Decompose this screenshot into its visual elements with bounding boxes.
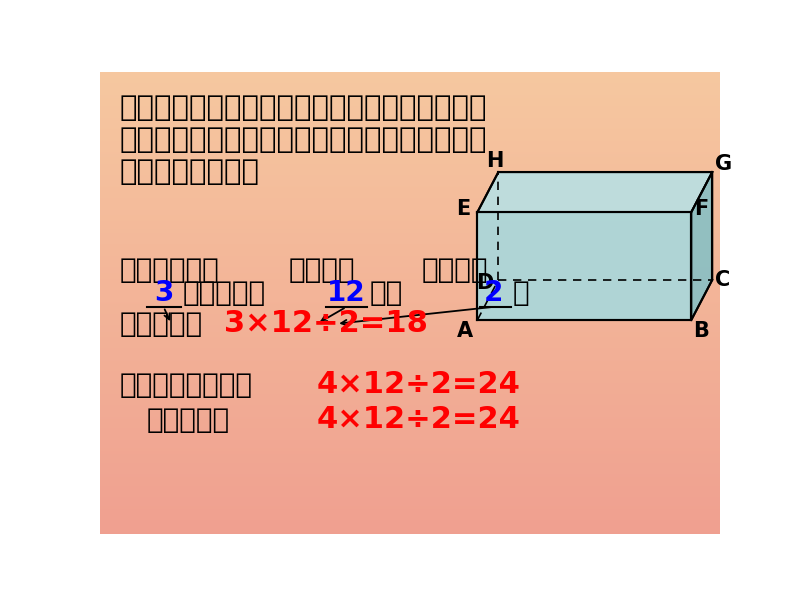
Text: 12: 12: [327, 279, 366, 307]
Text: 次: 次: [513, 279, 530, 307]
Text: 条棱: 条棱: [370, 279, 403, 307]
Text: 条棱平行。: 条棱平行。: [183, 279, 266, 307]
Text: 3: 3: [154, 279, 174, 307]
Text: 多少对异面的棱？: 多少对异面的棱？: [119, 158, 259, 186]
Text: B: B: [693, 321, 709, 341]
Text: 异面的棱有: 异面的棱有: [146, 406, 230, 434]
Text: 长方体共: 长方体共: [288, 256, 355, 284]
Text: 平行的棱：: 平行的棱：: [119, 310, 202, 338]
Text: G: G: [714, 154, 732, 175]
Polygon shape: [691, 172, 712, 320]
Text: A: A: [457, 321, 473, 341]
Text: 4×12÷2=24: 4×12÷2=24: [317, 370, 521, 399]
Text: D: D: [476, 273, 493, 293]
Text: 中，有多少对平行的棱？有多少对相交的棱？有: 中，有多少对平行的棱？有多少对相交的棱？有: [119, 126, 487, 154]
Text: 同理：相交的棱有: 同理：相交的棱有: [119, 371, 252, 399]
Text: 思考题：数一数，在长方体ＡＢＣＤ－ＥＦＧＨ: 思考题：数一数，在长方体ＡＢＣＤ－ＥＦＧＨ: [119, 94, 487, 122]
Text: 4×12÷2=24: 4×12÷2=24: [317, 405, 521, 434]
Text: 每对算了: 每对算了: [422, 256, 488, 284]
Text: E: E: [456, 199, 470, 219]
Polygon shape: [478, 212, 691, 320]
Text: 3×12÷2=18: 3×12÷2=18: [224, 308, 428, 338]
Text: H: H: [486, 151, 504, 172]
Text: 每一条棱都与: 每一条棱都与: [119, 256, 219, 284]
Polygon shape: [478, 172, 712, 212]
Text: C: C: [715, 270, 730, 290]
Text: 2: 2: [484, 279, 503, 307]
Text: F: F: [694, 199, 709, 219]
